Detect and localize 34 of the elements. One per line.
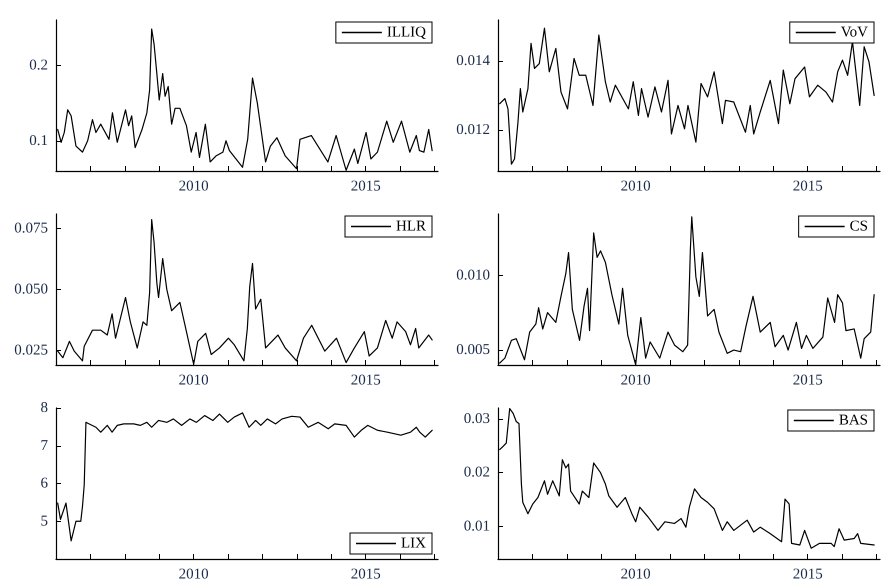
- y-tick-label: 0.075: [14, 220, 48, 237]
- y-tick-label: 0.02: [464, 464, 490, 481]
- y-tick-label: 5: [40, 513, 48, 530]
- x-tick-label: 2015: [792, 178, 823, 194]
- legend-label: HLR: [396, 218, 426, 234]
- y-tick-label: 6: [40, 476, 48, 492]
- legend-label: LIX: [401, 536, 426, 552]
- y-tick-label: 0.050: [14, 282, 48, 298]
- legend-label: VoV: [840, 24, 868, 40]
- y-tick-label: 0.1: [29, 132, 48, 149]
- y-tick-label: 0.005: [456, 342, 490, 358]
- x-tick-label: 2015: [792, 372, 823, 388]
- x-tick-label: 2010: [178, 178, 209, 194]
- legend-label: BAS: [838, 412, 868, 428]
- x-tick-label: 2015: [350, 178, 381, 194]
- x-tick-label: 2015: [792, 566, 823, 582]
- y-tick-label: 0.014: [456, 53, 490, 70]
- x-tick-label: 2015: [350, 372, 381, 388]
- y-tick-label: 0.01: [464, 518, 490, 535]
- x-tick-label: 2010: [178, 372, 209, 388]
- x-tick-label: 2010: [620, 178, 651, 194]
- y-tick-label: 0.012: [456, 122, 490, 138]
- y-tick-label: 0.010: [456, 267, 490, 284]
- x-tick-label: 2010: [620, 372, 651, 388]
- x-tick-label: 2015: [350, 566, 381, 582]
- legend-label: CS: [850, 218, 868, 234]
- y-tick-label: 0.025: [14, 342, 48, 358]
- y-tick-label: 0.03: [464, 410, 490, 427]
- y-tick-label: 8: [40, 400, 48, 416]
- x-tick-label: 2010: [620, 566, 651, 582]
- x-tick-label: 2010: [178, 566, 209, 582]
- y-tick-label: 7: [40, 438, 48, 454]
- y-tick-label: 0.2: [29, 57, 48, 74]
- legend-label: ILLIQ: [386, 24, 426, 40]
